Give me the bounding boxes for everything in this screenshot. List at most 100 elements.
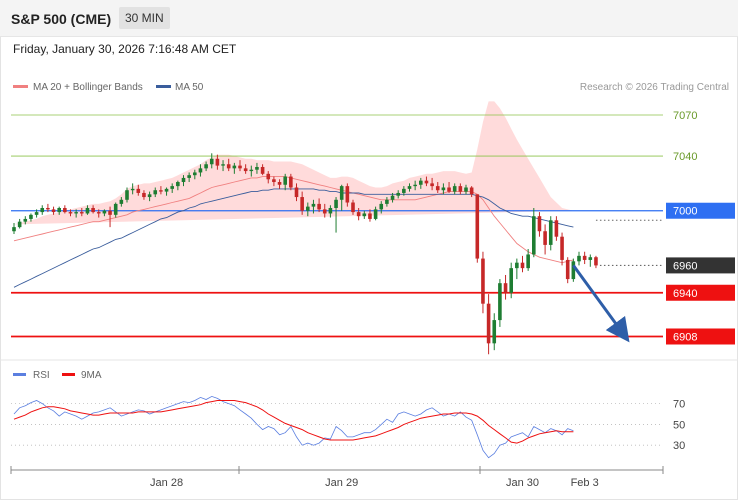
candle	[181, 175, 186, 187]
bollinger-band	[14, 101, 574, 225]
rsi-line	[13, 395, 574, 459]
candle-body	[260, 166, 265, 174]
candle	[277, 179, 282, 189]
instrument-title: S&P 500 (CME)	[11, 11, 112, 27]
candle-body	[164, 188, 169, 192]
candle	[413, 180, 417, 191]
candle-body	[142, 192, 146, 198]
candle	[125, 187, 129, 203]
candle	[458, 183, 463, 195]
candle	[339, 184, 344, 211]
candle-body	[215, 158, 220, 166]
candle	[554, 216, 559, 241]
candle	[509, 262, 513, 299]
candle-body	[548, 220, 553, 245]
level-label-7040: 7040	[673, 151, 697, 163]
candle	[435, 182, 440, 193]
candle-body	[458, 186, 463, 192]
candle-body	[317, 203, 321, 210]
candle	[532, 207, 536, 258]
candle	[193, 169, 197, 180]
candle	[34, 209, 39, 218]
candle-body	[413, 184, 417, 187]
candle	[419, 177, 423, 189]
candle-body	[498, 283, 502, 321]
candle	[136, 184, 141, 196]
candle-body	[441, 187, 446, 191]
candle-body	[181, 177, 186, 183]
candle	[582, 251, 587, 265]
candle-body	[272, 179, 276, 183]
candle	[159, 186, 163, 195]
candle	[594, 255, 598, 269]
ma20-legend-swatch	[13, 85, 28, 88]
x-axis-label: Jan 30	[506, 477, 539, 489]
candle-body	[176, 182, 180, 187]
candle-body	[577, 255, 581, 262]
candle-body	[419, 180, 423, 185]
candle-body	[255, 166, 259, 170]
candle-body	[452, 186, 457, 192]
candle	[68, 209, 73, 217]
candle-body	[266, 173, 271, 180]
candle	[577, 251, 581, 266]
candle	[452, 183, 457, 195]
candle	[441, 183, 446, 195]
candle	[543, 224, 547, 255]
candle	[153, 187, 158, 198]
candle	[249, 165, 254, 177]
candle-body	[91, 207, 95, 213]
candle-body	[402, 188, 406, 193]
candle	[373, 206, 378, 221]
candle	[486, 294, 491, 355]
candle	[526, 249, 530, 271]
candle	[96, 209, 101, 218]
candle	[322, 203, 327, 218]
candle-body	[232, 165, 237, 169]
candle	[283, 173, 287, 191]
x-axis-label: Jan 29	[325, 477, 358, 489]
candle	[498, 279, 502, 327]
candle	[46, 203, 50, 213]
candle-body	[85, 207, 90, 214]
candle	[204, 161, 208, 172]
forecast-arrow	[572, 264, 630, 343]
candle-body	[492, 320, 497, 344]
level-tag-6908	[666, 328, 735, 345]
candle-body	[80, 212, 84, 214]
candle-body	[300, 197, 304, 211]
candle-body	[362, 213, 367, 217]
rsi-legend-label: RSI	[33, 370, 50, 381]
candle	[424, 176, 429, 187]
candle-body	[283, 176, 287, 185]
bollinger-band-area	[14, 101, 574, 225]
level-label-6960: 6960	[673, 260, 697, 272]
candle	[260, 164, 265, 176]
candle-body	[594, 257, 598, 266]
rsi-ma-line	[13, 400, 574, 444]
candle	[226, 158, 231, 172]
candle-body	[226, 164, 231, 169]
ma20-legend-label: MA 20 + Bollinger Bands	[33, 82, 143, 93]
candle	[537, 212, 542, 237]
candle	[238, 160, 242, 172]
research-credit: Research © 2026 Trading Central	[580, 82, 729, 93]
interval-button[interactable]: 30 MIN	[119, 7, 170, 29]
candle	[85, 205, 90, 215]
price-tags: 7070 7040 7000 6960 6940 6908	[666, 110, 735, 345]
candle-body	[130, 188, 135, 191]
candle-body	[96, 212, 101, 214]
chart-datetime: Friday, January 30, 2026 7:16:48 AM CET	[13, 42, 237, 56]
x-axis: Jan 28 Jan 29 Jan 30 Feb 3	[10, 466, 664, 489]
candle	[520, 255, 525, 273]
rsi-ma-legend-label: 9MA	[81, 370, 102, 381]
candle-body	[554, 220, 559, 237]
candle-body	[588, 257, 593, 260]
candle-body	[509, 268, 513, 293]
candle-body	[187, 175, 191, 178]
header-bar: S&P 500 (CME) 30 MIN	[0, 0, 738, 37]
candle	[390, 192, 395, 203]
candle	[176, 180, 180, 191]
candle	[119, 197, 124, 207]
